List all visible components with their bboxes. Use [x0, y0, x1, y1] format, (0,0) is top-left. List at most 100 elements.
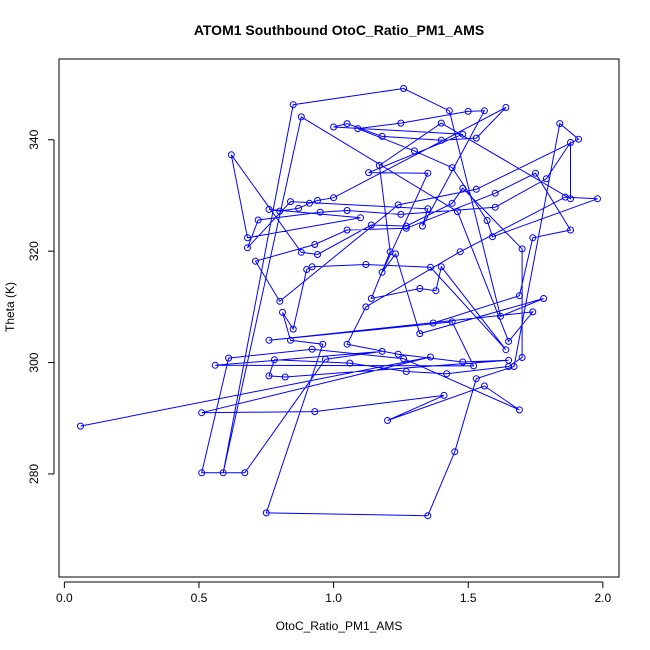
- x-tick-label: 0.5: [191, 591, 208, 605]
- data-point: [289, 325, 297, 333]
- data-point: [594, 195, 601, 203]
- data-point: [386, 248, 394, 256]
- data-point: [459, 130, 467, 138]
- data-point: [489, 233, 496, 241]
- data-point: [502, 104, 510, 111]
- data-point: [459, 184, 467, 192]
- data-point: [262, 509, 270, 517]
- data-point: [281, 373, 289, 381]
- data-point: [265, 372, 273, 380]
- data-point: [378, 268, 386, 276]
- data-point: [472, 134, 480, 142]
- data-point: [491, 189, 499, 197]
- data-point: [314, 251, 321, 258]
- data-point: [400, 85, 408, 92]
- data-point: [305, 199, 313, 207]
- data-point: [437, 119, 445, 127]
- data-point: [330, 123, 338, 131]
- data-point: [505, 337, 513, 345]
- data-point: [265, 205, 273, 213]
- data-point: [454, 208, 461, 216]
- data-point: [384, 417, 391, 424]
- data-point: [244, 244, 251, 252]
- data-point: [265, 336, 273, 344]
- data-point: [448, 318, 456, 326]
- data-point: [502, 346, 510, 354]
- data-point: [437, 136, 445, 144]
- data-point: [400, 355, 408, 363]
- data-point: [367, 295, 375, 302]
- data-point: [322, 355, 329, 363]
- data-point: [297, 113, 305, 121]
- x-axis: 0.0 0.5 1.0 1.5 2.0: [56, 581, 612, 605]
- data-point: [483, 217, 491, 224]
- data-point: [394, 201, 402, 209]
- data-point: [518, 354, 526, 361]
- data-point: [225, 354, 233, 362]
- data-point: [567, 195, 574, 203]
- data-point: [362, 261, 370, 268]
- data-point: [416, 285, 424, 292]
- data-point: [540, 295, 548, 302]
- data-point: [532, 169, 539, 177]
- x-axis-label: OtoC_Ratio_PM1_AMS: [276, 619, 403, 633]
- data-point: [518, 245, 526, 253]
- data-point: [451, 448, 459, 456]
- data-point: [515, 406, 523, 414]
- series-line: [80, 87, 598, 517]
- data-point: [402, 222, 410, 230]
- y-tick-label: 300: [27, 352, 41, 372]
- data-point: [424, 169, 432, 177]
- data-point: [567, 226, 574, 234]
- data-point: [311, 241, 319, 248]
- data-point: [308, 345, 316, 353]
- data-point: [432, 287, 440, 295]
- data-point: [357, 214, 364, 222]
- data-point: [459, 358, 467, 366]
- data-point: [367, 221, 375, 229]
- data-point: [427, 263, 434, 271]
- series-layer: [77, 85, 601, 520]
- data-point: [241, 469, 249, 477]
- data-point: [402, 368, 410, 375]
- x-tick-label: 2.0: [595, 591, 612, 605]
- data-point: [343, 226, 351, 234]
- data-point: [470, 362, 478, 370]
- y-tick-label: 280: [27, 464, 41, 484]
- data-point: [397, 210, 405, 218]
- data-point: [397, 119, 405, 127]
- data-point: [346, 359, 354, 367]
- data-point: [330, 194, 338, 202]
- data-point: [211, 361, 219, 369]
- y-tick-label: 320: [27, 241, 41, 261]
- data-point: [270, 356, 278, 364]
- data-point: [287, 198, 294, 206]
- data-point: [445, 107, 453, 115]
- data-point: [424, 205, 432, 213]
- data-point: [276, 297, 284, 305]
- data-point: [448, 199, 456, 207]
- data-point: [297, 248, 305, 256]
- data-point: [343, 120, 351, 128]
- data-point: [440, 391, 448, 399]
- data-point: [410, 147, 418, 155]
- data-point: [287, 336, 294, 344]
- data-point: [575, 135, 583, 143]
- data-point: [343, 207, 351, 214]
- data-point: [343, 340, 351, 348]
- data-point: [419, 222, 426, 230]
- data-point: [319, 340, 327, 348]
- data-point: [365, 169, 373, 177]
- data-point: [219, 469, 227, 477]
- data-point: [402, 224, 410, 232]
- data-point: [424, 512, 432, 520]
- data-point: [529, 234, 537, 242]
- data-point: [456, 248, 464, 256]
- chart-title: ATOM1 Southbound OtoC_Ratio_PM1_AMS: [194, 22, 484, 38]
- data-point: [378, 132, 386, 140]
- x-tick-label: 1.0: [325, 591, 342, 605]
- y-axis: 280 300 320 340: [27, 129, 55, 484]
- data-point: [443, 370, 451, 378]
